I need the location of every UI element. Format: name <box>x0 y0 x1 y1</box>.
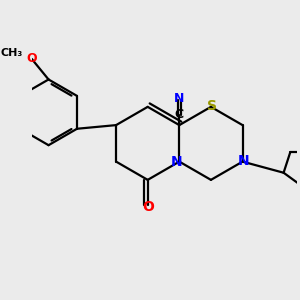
Text: O: O <box>27 52 38 65</box>
Text: C: C <box>174 108 183 121</box>
Text: N: N <box>173 92 184 105</box>
Text: S: S <box>207 99 217 113</box>
Text: N: N <box>171 154 182 169</box>
Text: N: N <box>238 154 250 168</box>
Text: O: O <box>142 200 154 214</box>
Text: CH₃: CH₃ <box>0 48 22 58</box>
